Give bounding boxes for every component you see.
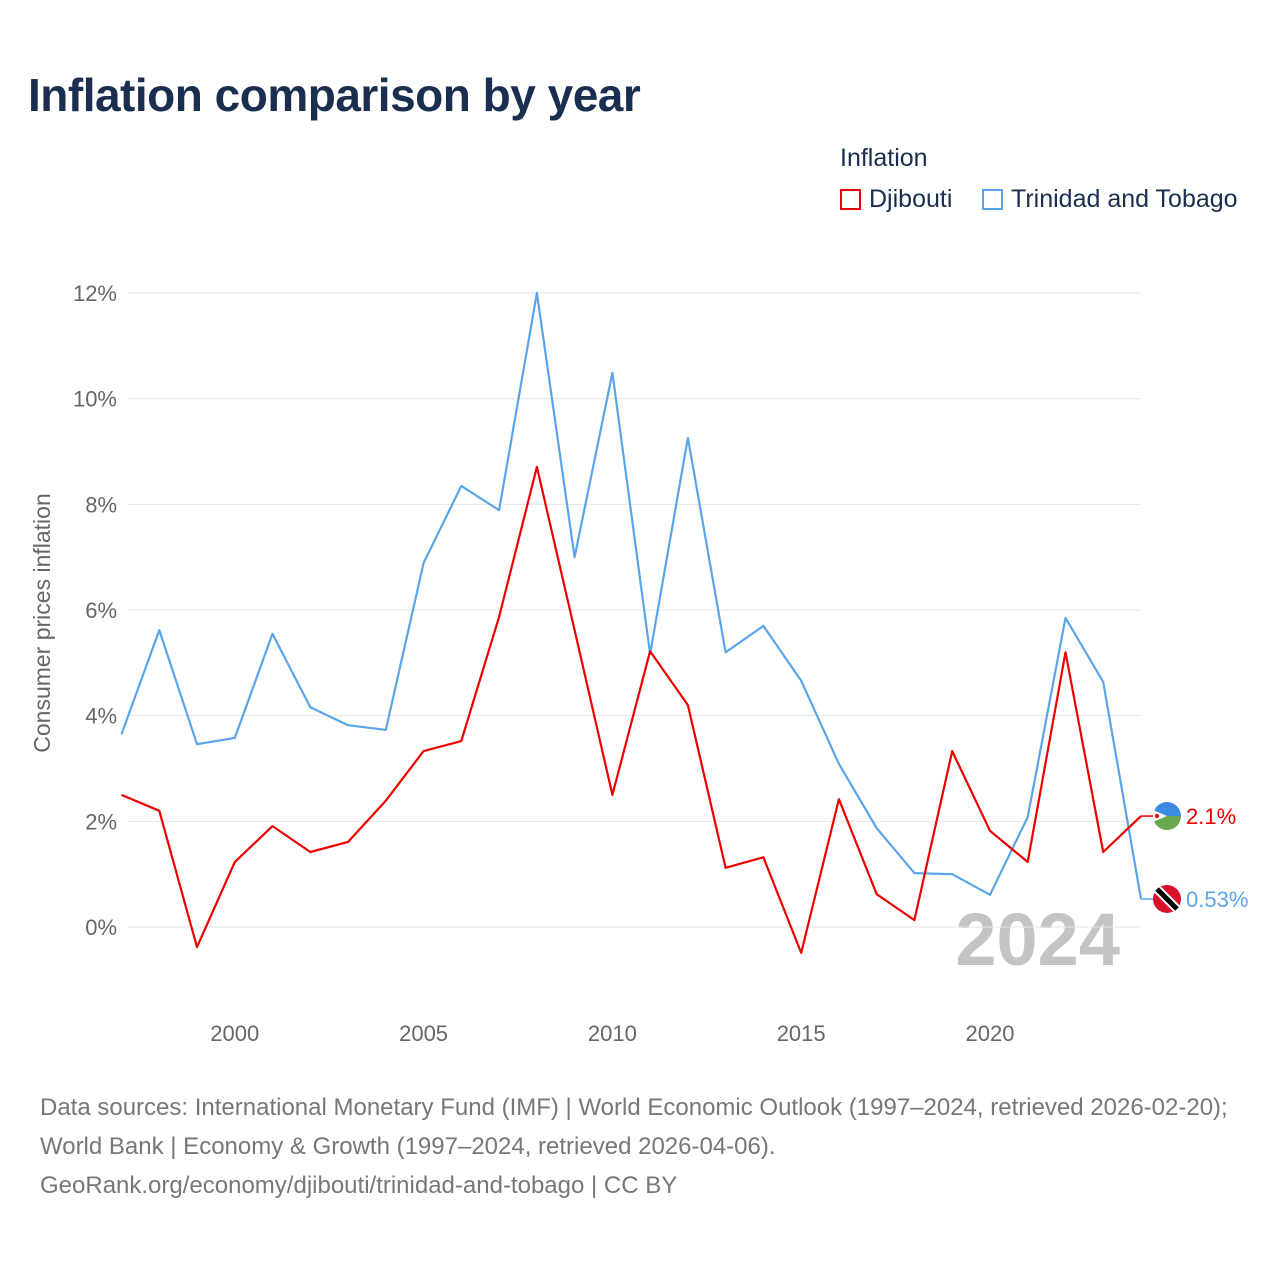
y-tick-label: 2% xyxy=(85,809,117,834)
legend-title: Inflation xyxy=(840,144,928,172)
year-watermark: 2024 xyxy=(955,898,1120,981)
source-link[interactable]: GeoRank.org/economy/djibouti/trinidad-an… xyxy=(40,1172,678,1199)
end-value-label: 2.1% xyxy=(1186,804,1236,829)
legend-item-trinidad[interactable]: Trinidad and Tobago xyxy=(982,185,1238,214)
y-tick-label: 4% xyxy=(85,704,117,729)
y-tick-label: 0% xyxy=(85,915,117,940)
flag-trinidad-icon xyxy=(1153,885,1181,914)
x-tick-label: 2015 xyxy=(777,1021,826,1046)
x-tick-label: 2000 xyxy=(210,1021,259,1046)
x-tick-label: 2010 xyxy=(588,1021,637,1046)
y-tick-label: 6% xyxy=(85,598,117,623)
line-chart: 2024 0% 2% 4% 6% 8% 10% 12% 2000 2005 2010 2015 2020… xyxy=(29,281,1248,1046)
flag-djibouti-icon xyxy=(1153,802,1181,831)
end-value-label: 0.53% xyxy=(1186,887,1248,912)
y-tick-label: 12% xyxy=(73,281,117,306)
series-line-djibouti xyxy=(121,465,1142,955)
series-line-trinidad xyxy=(120,291,1143,900)
y-tick-label: 10% xyxy=(73,387,117,412)
footer: Data sources: International Monetary Fun… xyxy=(40,1088,1250,1205)
legend-item-djibouti[interactable]: Djibouti xyxy=(840,185,952,214)
x-tick-label: 2005 xyxy=(399,1021,448,1046)
legend-label: Djibouti xyxy=(869,185,953,213)
legend-swatch-djibouti xyxy=(840,189,861,210)
chart-title: Inflation comparison by year xyxy=(28,69,641,121)
legend-swatch-trinidad xyxy=(982,189,1003,210)
y-tick-label: 8% xyxy=(85,492,117,517)
data-sources: Data sources: International Monetary Fun… xyxy=(40,1094,1228,1160)
y-axis-label: Consumer prices inflation xyxy=(29,493,55,753)
legend-label: Trinidad and Tobago xyxy=(1011,185,1238,213)
x-tick-label: 2020 xyxy=(965,1021,1014,1046)
